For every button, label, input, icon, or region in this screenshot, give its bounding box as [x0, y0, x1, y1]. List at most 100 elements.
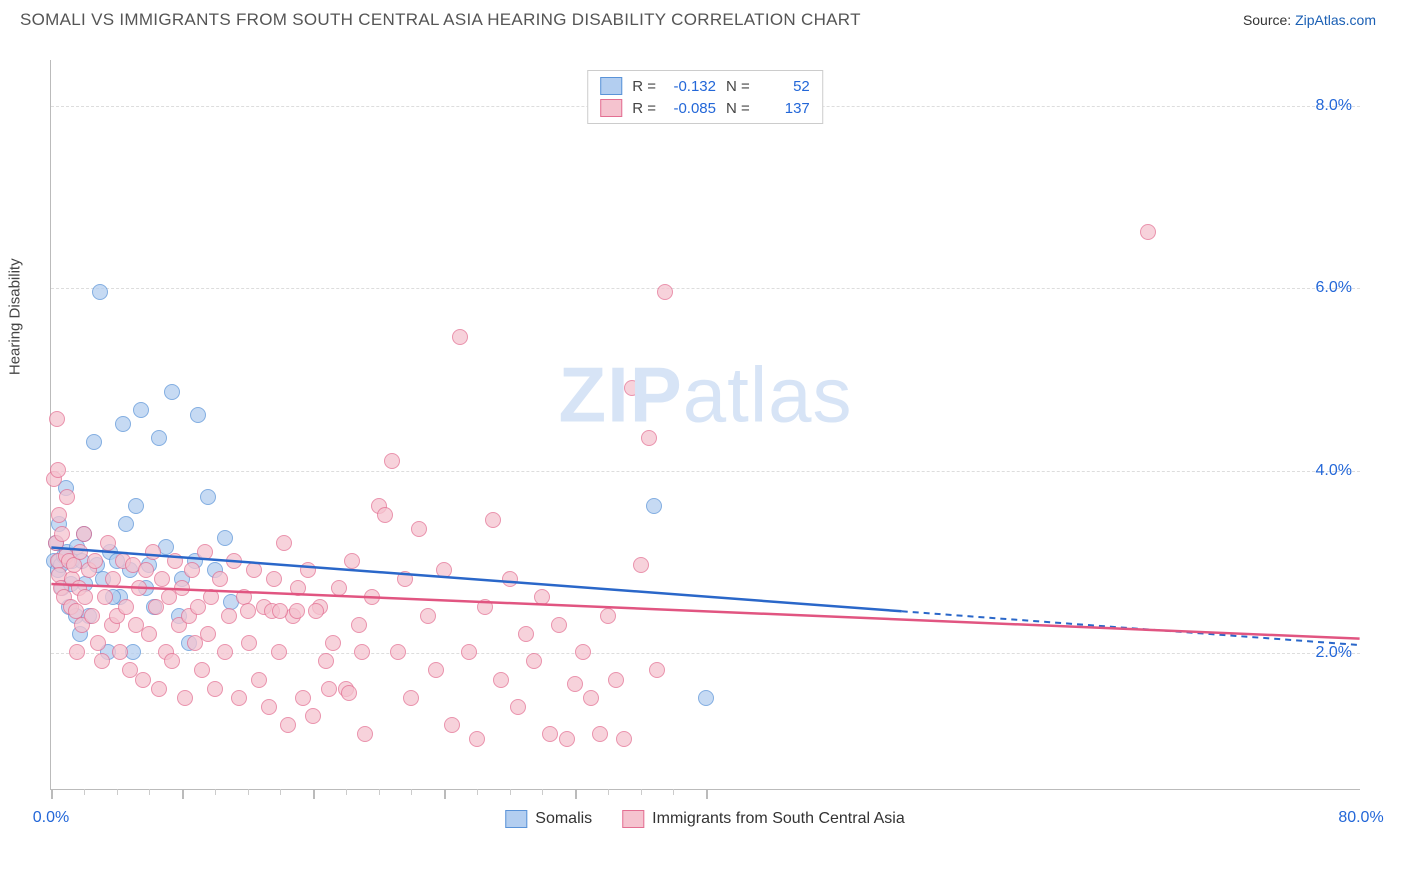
- r-label: R =: [632, 78, 656, 95]
- data-point-sc-asia: [600, 608, 616, 624]
- data-point-sc-asia: [138, 562, 154, 578]
- data-point-sc-asia: [246, 562, 262, 578]
- data-point-sc-asia: [54, 526, 70, 542]
- data-point-sc-asia: [290, 580, 306, 596]
- gridline: [51, 653, 1360, 654]
- stats-legend-row: R =-0.085N =137: [600, 97, 810, 119]
- source-prefix: Source:: [1243, 12, 1295, 28]
- n-label: N =: [726, 100, 750, 117]
- stats-legend: R =-0.132N =52R =-0.085N =137: [587, 70, 823, 124]
- plot-area: ZIPatlas 2.0%4.0%6.0%8.0%0.0%80.0%: [50, 60, 1360, 790]
- x-tick: [575, 789, 577, 799]
- data-point-sc-asia: [261, 699, 277, 715]
- data-point-sc-asia: [308, 603, 324, 619]
- data-point-somalis: [128, 498, 144, 514]
- data-point-sc-asia: [305, 708, 321, 724]
- x-tick-minor: [510, 789, 511, 795]
- data-point-sc-asia: [240, 603, 256, 619]
- data-point-sc-asia: [321, 681, 337, 697]
- data-point-sc-asia: [384, 453, 400, 469]
- legend-item: Somalis: [505, 810, 592, 828]
- data-point-sc-asia: [200, 626, 216, 642]
- data-point-sc-asia: [510, 699, 526, 715]
- data-point-sc-asia: [657, 284, 673, 300]
- x-tick-minor: [411, 789, 412, 795]
- data-point-sc-asia: [364, 589, 380, 605]
- data-point-sc-asia: [184, 562, 200, 578]
- data-point-sc-asia: [649, 662, 665, 678]
- data-point-sc-asia: [194, 662, 210, 678]
- data-point-sc-asia: [461, 644, 477, 660]
- data-point-somalis: [92, 284, 108, 300]
- data-point-sc-asia: [203, 589, 219, 605]
- data-point-sc-asia: [276, 535, 292, 551]
- source-link[interactable]: ZipAtlas.com: [1295, 12, 1376, 28]
- legend-swatch: [622, 810, 644, 828]
- data-point-sc-asia: [90, 635, 106, 651]
- chart-area: ZIPatlas 2.0%4.0%6.0%8.0%0.0%80.0% Heari…: [50, 60, 1360, 790]
- y-tick-label: 8.0%: [1316, 97, 1352, 115]
- x-tick-minor: [84, 789, 85, 795]
- x-tick: [313, 789, 315, 799]
- data-point-sc-asia: [583, 690, 599, 706]
- x-tick-minor: [280, 789, 281, 795]
- x-tick-minor: [477, 789, 478, 795]
- data-point-somalis: [200, 489, 216, 505]
- y-tick-label: 2.0%: [1316, 644, 1352, 662]
- data-point-sc-asia: [420, 608, 436, 624]
- data-point-somalis: [646, 498, 662, 514]
- data-point-sc-asia: [77, 589, 93, 605]
- data-point-sc-asia: [94, 653, 110, 669]
- data-point-sc-asia: [428, 662, 444, 678]
- data-point-sc-asia: [616, 731, 632, 747]
- legend-swatch: [600, 99, 622, 117]
- x-tick-minor: [608, 789, 609, 795]
- data-point-sc-asia: [135, 672, 151, 688]
- data-point-sc-asia: [300, 562, 316, 578]
- data-point-sc-asia: [518, 626, 534, 642]
- data-point-sc-asia: [477, 599, 493, 615]
- header: SOMALI VS IMMIGRANTS FROM SOUTH CENTRAL …: [0, 0, 1406, 36]
- data-point-sc-asia: [177, 690, 193, 706]
- data-point-sc-asia: [551, 617, 567, 633]
- data-point-sc-asia: [145, 544, 161, 560]
- data-point-sc-asia: [411, 521, 427, 537]
- data-point-sc-asia: [272, 603, 288, 619]
- data-point-sc-asia: [141, 626, 157, 642]
- x-tick: [444, 789, 446, 799]
- data-point-sc-asia: [76, 526, 92, 542]
- data-point-sc-asia: [84, 608, 100, 624]
- data-point-somalis: [164, 384, 180, 400]
- data-point-sc-asia: [226, 553, 242, 569]
- chart-title: SOMALI VS IMMIGRANTS FROM SOUTH CENTRAL …: [20, 10, 861, 30]
- legend-item: Immigrants from South Central Asia: [622, 810, 905, 828]
- data-point-sc-asia: [112, 644, 128, 660]
- watermark-part1: ZIP: [558, 351, 682, 439]
- data-point-sc-asia: [72, 544, 88, 560]
- gridline: [51, 471, 1360, 472]
- data-point-somalis: [133, 402, 149, 418]
- data-point-sc-asia: [390, 644, 406, 660]
- x-tick-minor: [673, 789, 674, 795]
- x-tick-minor: [117, 789, 118, 795]
- legend-swatch: [600, 77, 622, 95]
- data-point-sc-asia: [344, 553, 360, 569]
- data-point-sc-asia: [266, 571, 282, 587]
- data-point-sc-asia: [331, 580, 347, 596]
- x-tick-minor: [149, 789, 150, 795]
- data-point-sc-asia: [624, 380, 640, 396]
- data-point-somalis: [151, 430, 167, 446]
- trend-lines-layer: [51, 60, 1360, 789]
- data-point-sc-asia: [118, 599, 134, 615]
- data-point-sc-asia: [207, 681, 223, 697]
- data-point-sc-asia: [167, 553, 183, 569]
- data-point-sc-asia: [50, 462, 66, 478]
- y-tick-label: 6.0%: [1316, 279, 1352, 297]
- data-point-sc-asia: [87, 553, 103, 569]
- data-point-sc-asia: [493, 672, 509, 688]
- r-value: -0.132: [666, 78, 716, 95]
- data-point-somalis: [118, 516, 134, 532]
- data-point-sc-asia: [575, 644, 591, 660]
- data-point-sc-asia: [469, 731, 485, 747]
- data-point-sc-asia: [318, 653, 334, 669]
